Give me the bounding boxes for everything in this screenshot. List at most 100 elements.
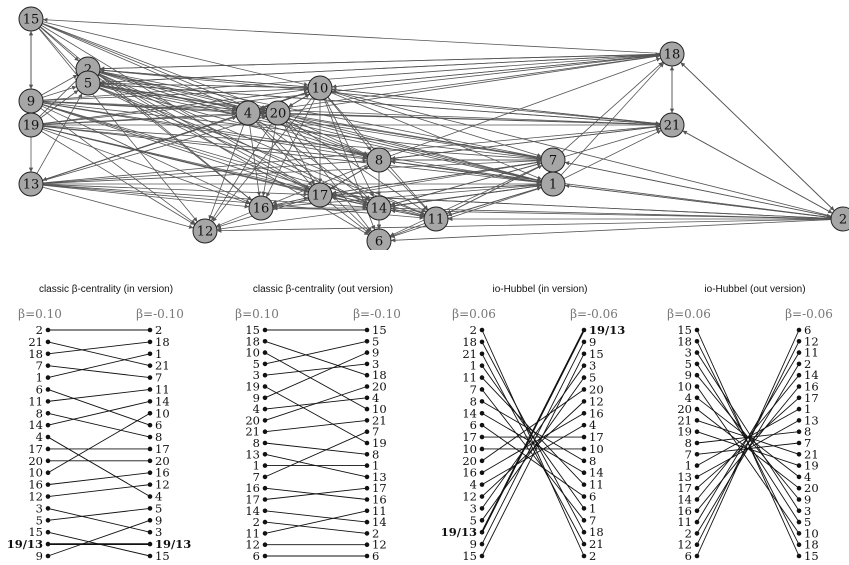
- rank-dot: [147, 458, 153, 464]
- rank-left-label: 17: [28, 442, 43, 456]
- rank-right-label: 17: [155, 442, 170, 456]
- rank-left-label: 15: [462, 549, 477, 563]
- rank-dot: [796, 497, 802, 502]
- edge-20-14: [286, 120, 371, 201]
- rank-dot: [479, 339, 485, 345]
- rank-right-label: 17: [372, 481, 387, 495]
- rank-left-label: 8: [685, 436, 692, 450]
- edge-10-12: [212, 97, 313, 222]
- rank-right-label: 4: [155, 490, 162, 504]
- edge-2-6: [390, 219, 832, 243]
- rank-right-label: 18: [155, 335, 170, 349]
- ranking-panel-3: β=0.06 β=-0.06218211117814617102016412351…: [441, 307, 625, 563]
- rank-link-18: [264, 340, 368, 376]
- rank-dot: [796, 531, 802, 536]
- rank-right-label: 11: [372, 504, 387, 518]
- rank-dot: [45, 434, 51, 440]
- rank-dot: [147, 410, 153, 416]
- rank-link-2: [481, 329, 585, 557]
- rank-link-10: [264, 352, 368, 410]
- rank-dot: [45, 553, 51, 559]
- rank-right-label: 6: [155, 418, 162, 432]
- edge-19-8: [42, 125, 368, 161]
- rank-right-label: 2: [155, 323, 162, 337]
- rank-dot: [694, 508, 700, 514]
- rank-dot: [796, 463, 802, 468]
- rank-dot: [147, 339, 153, 345]
- rank-left-label: 12: [462, 490, 477, 504]
- rank-link-4: [264, 397, 368, 410]
- rank-left-label: 9: [470, 537, 477, 551]
- edge-17-2: [331, 195, 832, 221]
- node-label: 4: [244, 107, 252, 122]
- edge-19-5: [40, 89, 79, 119]
- rank-dot: [364, 542, 370, 547]
- rank-dot: [694, 553, 700, 559]
- rank-dot: [796, 372, 802, 378]
- rank-left-label: 1: [470, 359, 477, 373]
- rank-link-20: [696, 408, 800, 489]
- rank-dot: [479, 518, 485, 523]
- rank-left-label: 9: [36, 549, 43, 563]
- rank-left-label: 4: [36, 430, 43, 444]
- rank-left-label: 4: [253, 402, 260, 416]
- rank-right-label: 3: [804, 504, 811, 518]
- node-label: 5: [84, 77, 92, 92]
- rank-dot: [479, 506, 485, 511]
- edge-20-6: [285, 122, 372, 232]
- rank-dot: [262, 372, 268, 378]
- rank-dot: [364, 508, 370, 514]
- rank-dot: [364, 474, 370, 480]
- rank-dot: [364, 384, 370, 389]
- rank-dot: [262, 350, 268, 355]
- rank-link-5: [264, 340, 368, 365]
- rank-dot: [45, 518, 51, 523]
- rank-dot: [262, 361, 268, 367]
- rank-link-21: [481, 353, 585, 545]
- rank-link-1: [696, 408, 800, 466]
- rank-dot: [262, 485, 268, 491]
- edge-13-16: [42, 184, 250, 209]
- edge-21-8: [390, 126, 661, 161]
- node-label: 11: [428, 213, 445, 228]
- rank-left-label: 3: [685, 346, 692, 360]
- rank-dot: [147, 387, 153, 392]
- rank-dot: [694, 339, 700, 344]
- rank-link-9: [481, 341, 585, 545]
- rank-left-label: 7: [36, 359, 43, 373]
- rank-link-11: [696, 352, 800, 523]
- rank-right-label: 19: [372, 436, 387, 450]
- rank-dot: [796, 542, 802, 547]
- edge-15-5: [38, 27, 81, 75]
- rank-link-8: [47, 412, 151, 438]
- node-label: 1: [549, 178, 557, 193]
- rank-dot: [262, 384, 268, 389]
- node-label: 21: [664, 119, 681, 134]
- rank-right-label: 10: [589, 442, 604, 456]
- rank-left-label: 21: [28, 335, 43, 349]
- node-label: 17: [312, 189, 329, 204]
- edge-8-18: [390, 57, 661, 157]
- rank-left-label: 16: [245, 481, 260, 495]
- edge-19-20: [42, 111, 267, 125]
- rank-dot: [364, 406, 370, 412]
- rank-right-label: 7: [155, 371, 162, 385]
- edge-10-1: [330, 92, 543, 180]
- rank-dot: [796, 361, 802, 367]
- rank-right-label: 21: [589, 537, 604, 551]
- rank-dot: [147, 494, 153, 499]
- rank-left-label: 17: [677, 481, 692, 495]
- rank-right-label: 14: [589, 466, 604, 480]
- rank-dot: [262, 553, 268, 559]
- rank-dot: [694, 474, 700, 480]
- rank-right-label: 8: [155, 430, 162, 444]
- rank-right-label: 6: [589, 490, 596, 504]
- node-label: 15: [23, 13, 40, 28]
- rank-dot: [796, 440, 802, 446]
- edge-13-12: [42, 186, 194, 229]
- rank-dot: [45, 506, 51, 511]
- rank-link-14: [481, 412, 585, 474]
- rank-right-label: 2: [804, 357, 811, 371]
- rank-right-label: 7: [372, 425, 379, 439]
